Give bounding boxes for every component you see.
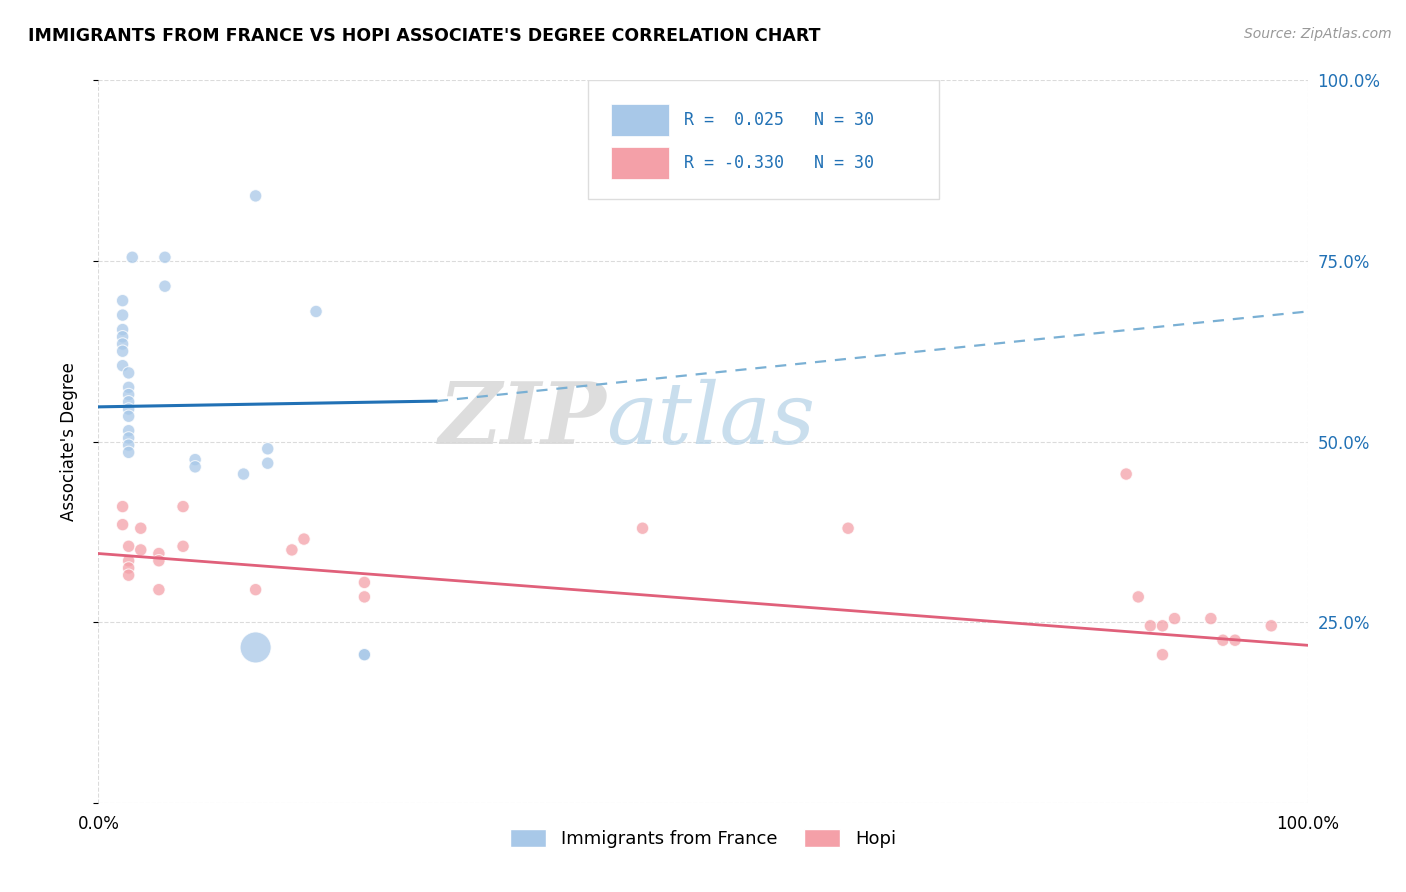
Point bbox=[1212, 633, 1234, 648]
Point bbox=[353, 590, 375, 604]
Point bbox=[353, 648, 375, 662]
FancyBboxPatch shape bbox=[612, 104, 669, 136]
Point bbox=[256, 456, 278, 470]
Point bbox=[129, 542, 152, 557]
Point bbox=[353, 575, 375, 590]
Point bbox=[118, 424, 141, 438]
Text: Source: ZipAtlas.com: Source: ZipAtlas.com bbox=[1244, 27, 1392, 41]
Point bbox=[118, 561, 141, 575]
Point bbox=[1260, 619, 1282, 633]
Point bbox=[129, 521, 152, 535]
Y-axis label: Associate's Degree: Associate's Degree bbox=[59, 362, 77, 521]
Point bbox=[837, 521, 859, 535]
Point bbox=[1199, 611, 1222, 625]
Point bbox=[153, 279, 176, 293]
Point bbox=[172, 500, 194, 514]
Point bbox=[353, 648, 375, 662]
Point bbox=[1152, 648, 1174, 662]
Point bbox=[148, 547, 170, 561]
Point bbox=[118, 409, 141, 424]
Point bbox=[111, 500, 134, 514]
Point bbox=[1152, 619, 1174, 633]
Point bbox=[292, 532, 315, 546]
Text: IMMIGRANTS FROM FRANCE VS HOPI ASSOCIATE'S DEGREE CORRELATION CHART: IMMIGRANTS FROM FRANCE VS HOPI ASSOCIATE… bbox=[28, 27, 821, 45]
Point bbox=[1128, 590, 1150, 604]
Point bbox=[118, 438, 141, 452]
Point bbox=[111, 322, 134, 336]
Point bbox=[111, 330, 134, 344]
Point bbox=[1115, 467, 1137, 481]
Point bbox=[232, 467, 254, 481]
Point bbox=[118, 402, 141, 417]
Point bbox=[184, 459, 207, 474]
Legend: Immigrants from France, Hopi: Immigrants from France, Hopi bbox=[510, 829, 896, 848]
Point bbox=[245, 189, 267, 203]
Point bbox=[111, 344, 134, 359]
Point bbox=[118, 394, 141, 409]
Point bbox=[148, 582, 170, 597]
Text: atlas: atlas bbox=[606, 378, 815, 461]
Point bbox=[118, 445, 141, 459]
Text: R =  0.025   N = 30: R = 0.025 N = 30 bbox=[683, 111, 873, 129]
Point bbox=[118, 539, 141, 553]
Point bbox=[1139, 619, 1161, 633]
Point bbox=[118, 380, 141, 394]
FancyBboxPatch shape bbox=[588, 80, 939, 200]
Point bbox=[305, 304, 328, 318]
Point bbox=[281, 542, 304, 557]
Point bbox=[118, 387, 141, 401]
Point bbox=[111, 517, 134, 532]
Point bbox=[1223, 633, 1246, 648]
Point bbox=[245, 582, 267, 597]
Point bbox=[111, 337, 134, 351]
Point bbox=[172, 539, 194, 553]
Point bbox=[111, 359, 134, 373]
Point bbox=[118, 366, 141, 380]
Point bbox=[1163, 611, 1185, 625]
Point bbox=[118, 568, 141, 582]
Point bbox=[148, 554, 170, 568]
Point bbox=[111, 308, 134, 322]
Point bbox=[184, 452, 207, 467]
Text: R = -0.330   N = 30: R = -0.330 N = 30 bbox=[683, 154, 873, 172]
Point bbox=[118, 431, 141, 445]
FancyBboxPatch shape bbox=[612, 147, 669, 179]
Point bbox=[245, 640, 267, 655]
Point bbox=[118, 554, 141, 568]
Point bbox=[631, 521, 654, 535]
Point bbox=[111, 293, 134, 308]
Text: ZIP: ZIP bbox=[439, 378, 606, 462]
Point bbox=[121, 250, 143, 264]
Point bbox=[256, 442, 278, 456]
Point bbox=[153, 250, 176, 264]
